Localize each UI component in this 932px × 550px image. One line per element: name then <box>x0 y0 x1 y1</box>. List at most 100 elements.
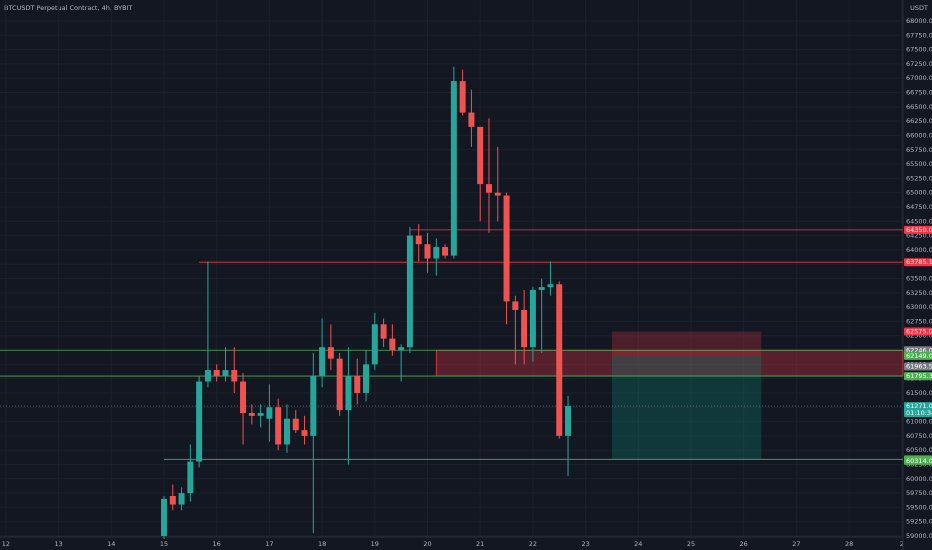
candle-body <box>169 495 176 505</box>
candle-body <box>345 375 352 411</box>
candle-body <box>283 418 290 445</box>
y-tick-label: 63250.0 <box>906 289 932 297</box>
y-tick-label: 67000.0 <box>906 74 932 82</box>
candle-body <box>248 412 255 416</box>
y-tick-label: 62500.0 <box>906 332 932 340</box>
candle-body <box>275 407 282 445</box>
x-tick-label: 27 <box>792 540 800 548</box>
level-tag-label: 62246.0 <box>906 346 932 354</box>
last-price-label: 61271.0 <box>906 402 932 410</box>
candle-body <box>512 301 519 310</box>
candle-body <box>257 412 264 416</box>
y-tick-label: 66750.0 <box>906 89 932 97</box>
y-tick-label: 59250.0 <box>906 518 932 526</box>
price-tag-label: 62575.0 <box>906 327 932 335</box>
y-tick-label: 60750.0 <box>906 432 932 440</box>
x-tick-label: 20 <box>423 540 431 548</box>
y-tick-label: 64000.0 <box>906 246 932 254</box>
x-tick-label: 23 <box>581 540 589 548</box>
y-tick-label: 68000.0 <box>906 17 932 25</box>
y-tick-label: 66000.0 <box>906 131 932 139</box>
x-tick-label: 12 <box>2 540 10 548</box>
y-tick-label: 66500.0 <box>906 103 932 111</box>
y-tick-label: 64250.0 <box>906 232 932 240</box>
y-tick-label: 67500.0 <box>906 46 932 54</box>
candle-body <box>187 461 194 494</box>
y-tick-label: 59750.0 <box>906 489 932 497</box>
candle-body <box>319 347 326 376</box>
candle-body <box>231 370 238 382</box>
x-tick-label: 13 <box>54 540 62 548</box>
price-tag-label: 61963.5 <box>906 362 932 370</box>
candle-body <box>538 287 545 290</box>
y-tick-label: 61500.0 <box>906 389 932 397</box>
y-tick-label: 65500.0 <box>906 160 932 168</box>
price-tag-label: 62149.0 <box>906 352 932 360</box>
y-tick-label: 60500.0 <box>906 446 932 454</box>
level-tag <box>904 225 932 234</box>
candle-body <box>415 235 422 245</box>
y-tick-label: 67750.0 <box>906 31 932 39</box>
candle-body <box>336 358 343 411</box>
x-tick-label: 16 <box>213 540 221 548</box>
y-tick-label: 64500.0 <box>906 217 932 225</box>
candle-body <box>389 338 396 351</box>
y-tick-label: 66250.0 <box>906 117 932 125</box>
level-tag <box>904 258 932 267</box>
candle-body <box>398 347 405 351</box>
level-tag-label: 63785.1 <box>906 258 932 266</box>
candle-body <box>301 430 308 436</box>
y-tick-label: 59000.0 <box>906 532 932 540</box>
x-tick-label: 2 <box>900 540 904 548</box>
x-tick-label: 19 <box>371 540 379 548</box>
x-tick-label: 17 <box>265 540 273 548</box>
x-tick-label: 22 <box>529 540 537 548</box>
last-price-tag <box>904 402 932 418</box>
x-tick-label: 21 <box>476 540 484 548</box>
x-tick-label: 28 <box>845 540 853 548</box>
level-tag-label: 61795.3 <box>906 372 932 380</box>
candle-body <box>547 284 554 288</box>
candle-body <box>503 195 510 302</box>
candle-body <box>450 81 457 256</box>
candle-body <box>477 126 484 185</box>
chart-title: BTCUSDT Perpetual Contract, 4h, BYBIT <box>4 4 132 12</box>
candle-body <box>161 498 167 537</box>
candle-body <box>380 324 387 339</box>
candle-body <box>266 407 273 419</box>
target-zone <box>611 355 762 460</box>
level-tag-label: 64350.0 <box>906 226 932 234</box>
candle-body <box>424 244 431 259</box>
candle-body <box>442 247 449 256</box>
price-tag <box>904 456 932 465</box>
y-tick-label: 60000.0 <box>906 475 932 483</box>
y-tick-label: 65750.0 <box>906 146 932 154</box>
x-tick-label: 14 <box>107 540 115 548</box>
candle-body <box>310 375 317 436</box>
x-tick-label: 18 <box>318 540 326 548</box>
candle-body <box>406 235 413 348</box>
candle-body <box>204 370 211 382</box>
y-tick-label: 67250.0 <box>906 60 932 68</box>
candle-body <box>485 184 492 193</box>
candle-body <box>354 375 361 393</box>
y-tick-label: 63500.0 <box>906 275 932 283</box>
candle-body <box>433 247 440 259</box>
candle-body <box>327 347 334 359</box>
y-tick-label: 63000.0 <box>906 303 932 311</box>
y-tick-label: 62750.0 <box>906 317 932 325</box>
y-tick-label: 59500.0 <box>906 503 932 511</box>
y-tick-label: 61000.0 <box>906 418 932 426</box>
candle-body <box>521 309 528 348</box>
x-tick-label: 24 <box>634 540 642 548</box>
candle-body <box>363 364 370 393</box>
level-tag <box>904 372 932 381</box>
candle-body <box>178 493 185 505</box>
price-tag <box>904 362 932 371</box>
x-tick-label: 25 <box>687 540 695 548</box>
stop-zone <box>611 331 762 356</box>
price-tag-label: 60314.0 <box>906 457 932 465</box>
y-tick-label: 65250.0 <box>906 174 932 182</box>
